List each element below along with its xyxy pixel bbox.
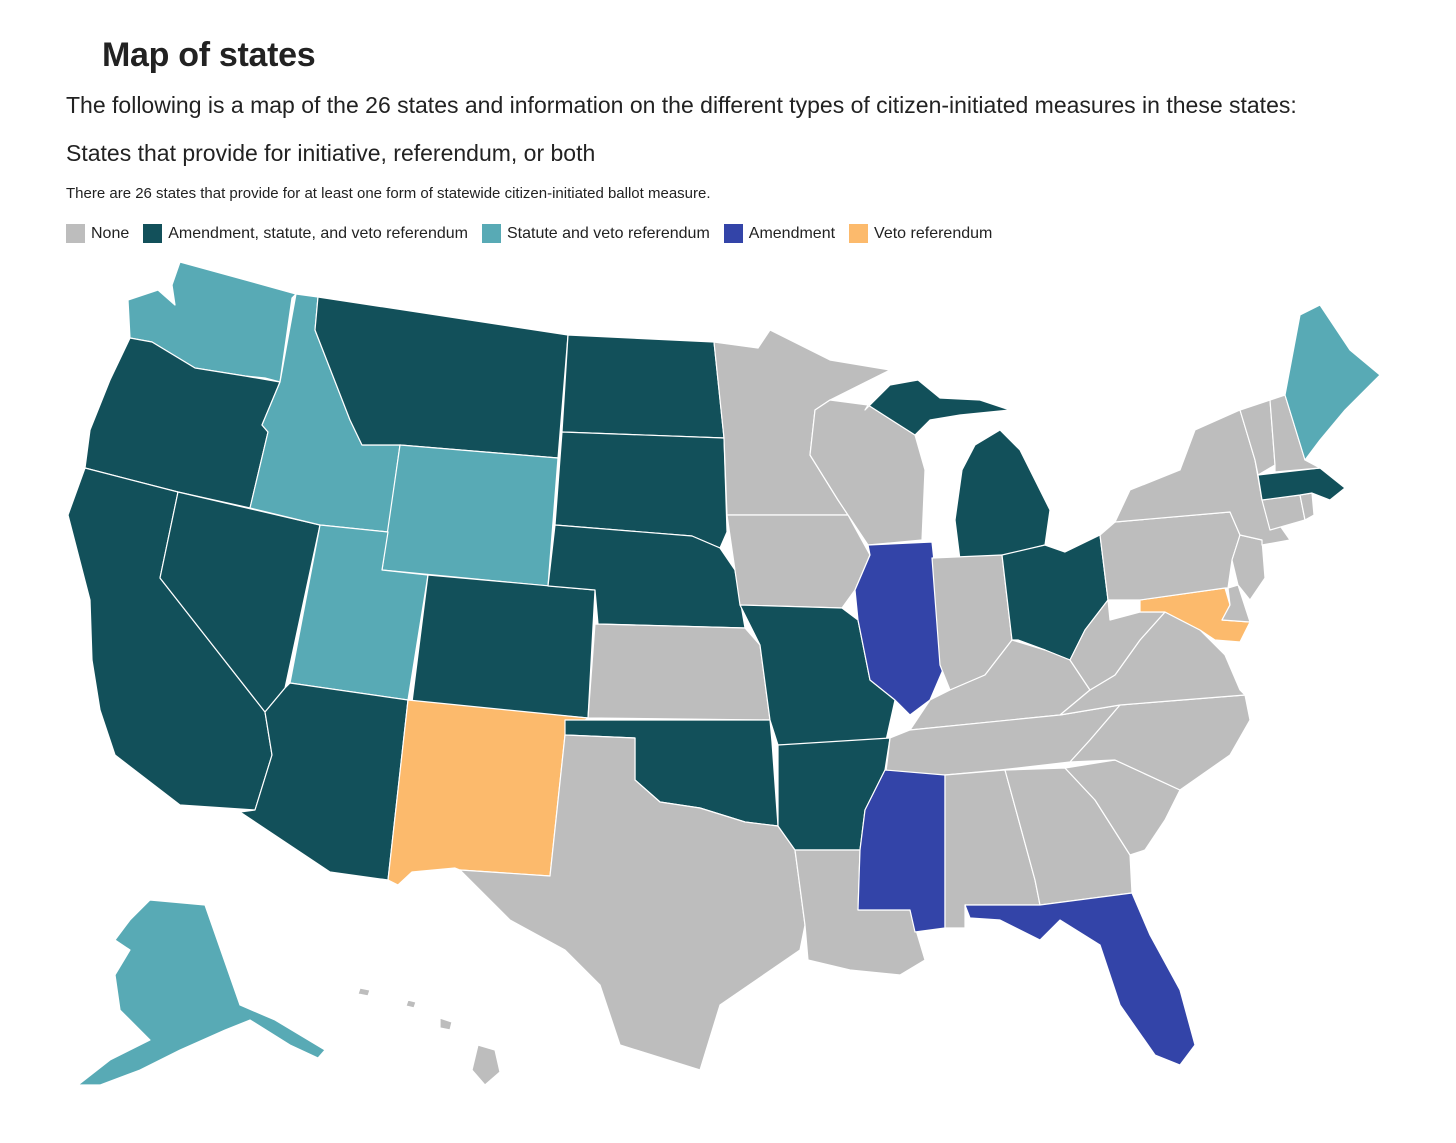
state-ME[interactable] — [1284, 304, 1381, 461]
legend-item-amendment: Amendment — [723, 224, 836, 243]
legend-label: Amendment — [748, 224, 836, 242]
state-AK[interactable] — [77, 899, 326, 1086]
state-FL[interactable] — [964, 892, 1196, 1066]
state-VT[interactable] — [1239, 399, 1276, 476]
legend-swatch — [849, 224, 869, 243]
state-WY[interactable] — [381, 444, 559, 587]
legend-swatch — [143, 224, 163, 243]
legend-item-veto-referendum: Veto referendum — [849, 224, 992, 243]
map-title: States that provide for initiative, refe… — [66, 140, 596, 166]
state-AZ[interactable] — [239, 682, 409, 881]
state-MA[interactable] — [1257, 467, 1346, 501]
state-IA[interactable] — [726, 514, 871, 609]
legend-label: Veto referendum — [874, 224, 993, 242]
state-KS[interactable] — [587, 623, 771, 721]
state-CT[interactable] — [1261, 494, 1306, 531]
legend-item-none: None — [66, 224, 129, 243]
legend-label: Statute and veto referendum — [506, 224, 710, 242]
state-PA[interactable] — [1099, 511, 1241, 601]
state-HI[interactable] — [357, 987, 501, 1086]
us-states-map — [67, 261, 1381, 1086]
legend-label: None — [91, 224, 130, 242]
legend-item-statute-veto: Statute and veto referendum — [481, 224, 710, 243]
state-ND[interactable] — [561, 334, 725, 439]
map-subtitle: There are 26 states that provide for at … — [66, 185, 711, 202]
state-CO[interactable] — [411, 574, 596, 719]
legend-swatch — [723, 224, 743, 243]
legend-label: Amendment, statute, and veto referendum — [168, 224, 468, 242]
state-NC[interactable] — [1069, 694, 1251, 791]
page-title: Map of states — [102, 36, 316, 74]
legend-swatch — [66, 224, 85, 243]
legend-item-amendment-statute-veto: Amendment, statute, and veto referendum — [143, 224, 468, 243]
state-DE[interactable] — [1221, 584, 1251, 623]
legend-swatch — [481, 224, 501, 243]
map-legend: None Amendment, statute, and veto refere… — [66, 224, 992, 243]
state-MO[interactable] — [739, 604, 896, 746]
state-TX[interactable] — [459, 734, 806, 1071]
intro-text: The following is a map of the 26 states … — [66, 92, 1297, 118]
state-MD[interactable] — [1139, 587, 1251, 643]
